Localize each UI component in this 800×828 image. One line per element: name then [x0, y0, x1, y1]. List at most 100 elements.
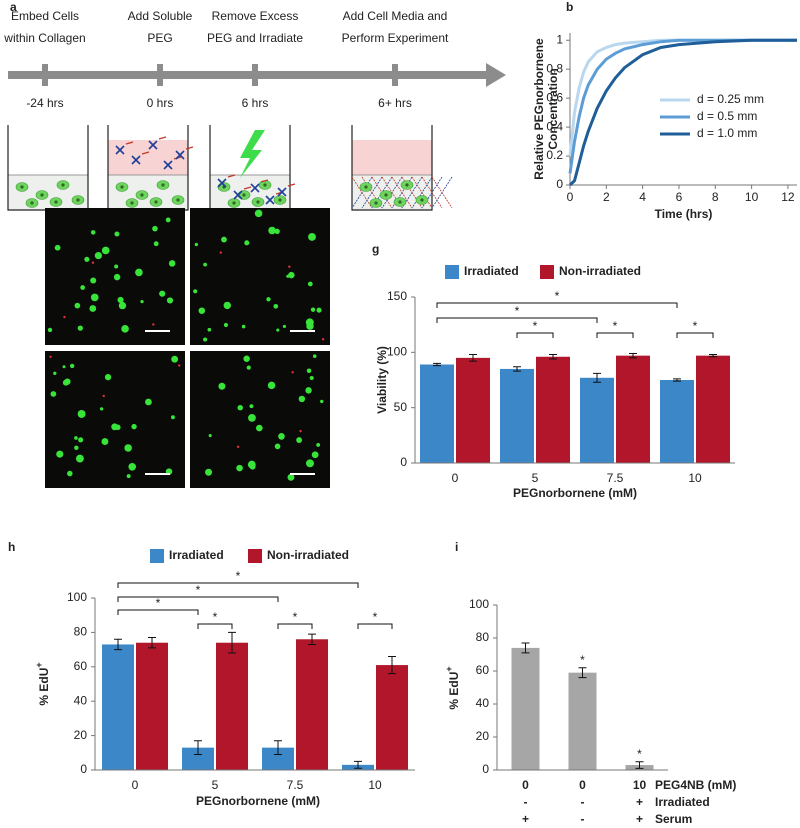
live-cell — [50, 391, 57, 397]
significance-label: * — [373, 610, 378, 624]
error-bar — [148, 637, 156, 649]
x-tick-label: 4 — [639, 190, 646, 204]
live-cell — [274, 228, 280, 234]
micrograph — [45, 208, 185, 345]
bar — [696, 355, 730, 463]
live-cell — [256, 424, 263, 432]
y-tick-label: 1 — [556, 32, 563, 46]
step-title: Perform Experiment — [342, 31, 449, 45]
live-cell — [80, 285, 86, 290]
live-cell — [171, 355, 179, 363]
micrograph — [190, 351, 330, 488]
live-cell — [316, 442, 321, 447]
bar — [182, 747, 214, 770]
y-axis-label: Relative PEGnorborneneConcentration — [532, 38, 560, 180]
significance-label: * — [213, 610, 218, 624]
significance-label: * — [196, 583, 201, 597]
x-axis-label: PEGnorbornene (mM) — [196, 794, 320, 808]
bar — [216, 642, 248, 770]
y-tick-label: 100 — [469, 597, 489, 611]
live-cell — [165, 217, 171, 223]
nucleus — [154, 200, 158, 204]
linker — [158, 136, 167, 140]
y-tick-label: 0 — [556, 177, 563, 191]
y-tick-label: 100 — [387, 345, 407, 359]
peg — [277, 187, 287, 197]
mesh — [351, 176, 373, 209]
well — [107, 125, 194, 211]
live-cell — [99, 407, 104, 411]
step-title: Remove Excess — [212, 9, 299, 23]
y-tick-label: 60 — [476, 663, 490, 677]
row-label: PEG4NB (mM) — [655, 778, 736, 792]
bar — [536, 356, 570, 463]
dead-cell — [236, 445, 240, 448]
error-bar — [521, 642, 530, 654]
nucleus — [20, 185, 24, 189]
live-cell — [62, 379, 69, 386]
live-cell — [274, 443, 281, 450]
significance-label: * — [533, 319, 538, 333]
well — [209, 125, 296, 211]
dead-cell — [321, 338, 325, 341]
step-title: Add Soluble — [128, 9, 193, 23]
live-cell — [114, 264, 119, 269]
significance-bracket — [117, 609, 199, 615]
nucleus — [364, 185, 368, 189]
y-axis-label-sup: + — [34, 662, 44, 667]
x-tick-label: 6 — [676, 190, 683, 204]
y-tick-label: 20 — [74, 728, 88, 742]
live-cell — [198, 307, 206, 314]
nucleus — [384, 193, 388, 197]
live-cell — [208, 434, 212, 438]
live-cell — [131, 423, 137, 430]
linker — [185, 146, 194, 150]
live-cell — [286, 274, 290, 278]
nucleus — [61, 183, 65, 187]
live-cell — [159, 290, 166, 297]
step-time: 6 hrs — [242, 96, 269, 110]
live-cell — [117, 296, 124, 304]
live-cell — [94, 252, 102, 260]
significance-bracket — [596, 332, 634, 338]
y-axis-label-text: % EdU — [447, 672, 461, 710]
live-cell — [296, 437, 303, 443]
significance-bracket — [357, 623, 393, 629]
live-cell — [282, 324, 287, 329]
error-bar — [388, 655, 396, 675]
live-cell — [152, 225, 158, 232]
bar — [136, 642, 168, 770]
legend-label: Non-irradiated — [267, 548, 349, 562]
live-cell — [248, 413, 256, 422]
peg — [115, 145, 125, 155]
live-cell — [249, 463, 256, 470]
panel-label: g — [372, 242, 379, 256]
live-cell — [193, 289, 198, 294]
bar — [296, 639, 328, 770]
error-bar — [578, 667, 587, 679]
significance-bracket — [277, 623, 313, 629]
live-cell — [101, 246, 110, 255]
live-cell — [288, 271, 295, 279]
significance-bracket — [197, 623, 233, 629]
live-cell — [203, 337, 208, 342]
live-cell — [54, 244, 61, 251]
live-cell — [237, 404, 243, 411]
x-tick-label: 0 — [522, 778, 529, 792]
bar — [660, 380, 694, 463]
significance-label: * — [236, 569, 241, 583]
dead-cell — [152, 323, 155, 326]
significance-bracket — [516, 332, 554, 338]
live-cell — [207, 327, 212, 332]
live-cell — [128, 462, 137, 471]
linker — [227, 174, 236, 178]
x-tick-label: 8 — [712, 190, 719, 204]
live-cell — [223, 322, 229, 328]
live-cell — [101, 438, 109, 446]
y-axis-label-text: Viability (%) — [375, 346, 389, 414]
step-title: PEG — [147, 31, 172, 45]
legend-label: d = 0.5 mm — [697, 109, 757, 123]
row-cell: - — [524, 795, 528, 809]
nucleus — [76, 198, 80, 202]
error-bar — [635, 761, 644, 769]
